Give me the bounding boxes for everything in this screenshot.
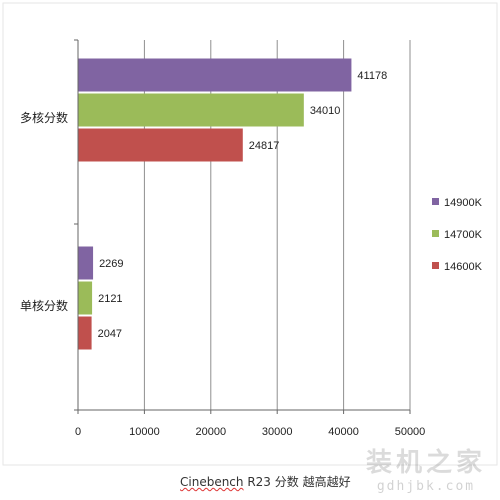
data-label: 2121 — [98, 293, 122, 305]
bar-14700K-0 — [78, 93, 304, 127]
legend-swatch — [432, 198, 439, 205]
legend-swatch — [432, 230, 439, 237]
watermark: 装机之家 gdhjbk.com — [366, 442, 486, 494]
data-label: 2047 — [98, 328, 122, 340]
legend-swatch — [432, 262, 439, 269]
category-label: 多核分数 — [20, 110, 68, 125]
x-tick-label: 40000 — [328, 426, 359, 438]
data-label: 41178 — [357, 70, 387, 82]
axes — [74, 39, 411, 414]
legend-label: 14700K — [444, 229, 483, 241]
bar-14900K-1 — [78, 246, 94, 280]
legend: 14900K 14700K 14600K — [432, 197, 483, 273]
watermark-url: gdhjbk.com — [376, 479, 476, 494]
labels: 0 10000 20000 30000 40000 50000 41178 34010 2481… — [20, 70, 425, 438]
data-label: 34010 — [310, 105, 341, 117]
data-label: 24817 — [249, 140, 280, 152]
caption-text: R23 分数 越高越好 — [243, 475, 351, 489]
x-tick-label: 20000 — [196, 426, 227, 438]
bar-14600K-1 — [78, 316, 92, 350]
plot-border — [2, 2, 498, 466]
x-tick-label: 50000 — [395, 426, 426, 438]
caption-benchmark-name: Cinebench — [180, 475, 244, 489]
bars — [78, 58, 352, 350]
category-label: 单核分数 — [20, 298, 68, 313]
watermark-site-name: 装机之家 — [365, 448, 486, 478]
bar-14700K-1 — [78, 281, 93, 315]
legend-label: 14900K — [444, 197, 483, 209]
x-tick-label: 0 — [75, 426, 81, 438]
legend-label: 14600K — [444, 261, 483, 273]
x-tick-label: 10000 — [129, 426, 160, 438]
chart-caption: Cinebench R23 分数 越高越好 — [180, 473, 351, 490]
bar-14600K-0 — [78, 128, 243, 162]
x-tick-label: 30000 — [262, 426, 293, 438]
data-label: 2269 — [99, 258, 123, 270]
bar-14900K-0 — [78, 58, 352, 92]
